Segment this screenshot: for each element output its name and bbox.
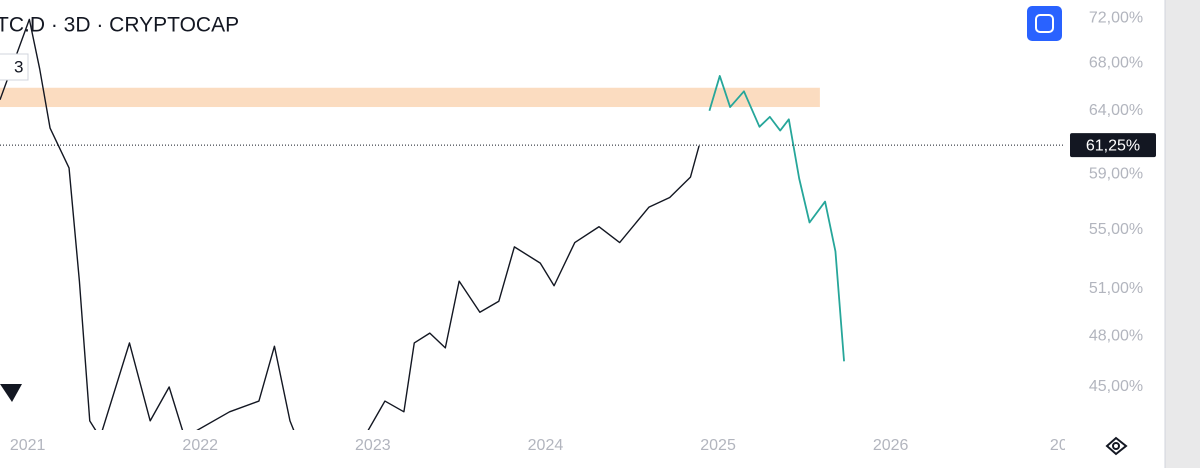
button-icon xyxy=(1035,14,1054,33)
series-line xyxy=(708,75,845,362)
logo xyxy=(0,384,22,402)
y-tick-label: 55,00% xyxy=(1089,221,1143,238)
zone xyxy=(0,87,820,108)
x-tick-label: 2023 xyxy=(355,437,391,454)
indicator: 3 xyxy=(14,57,23,76)
y-tick-label: 48,00% xyxy=(1089,328,1143,345)
x-tick-label: 2024 xyxy=(528,437,564,454)
y-tick-label: 59,00% xyxy=(1089,166,1143,183)
price-label: 61,25% xyxy=(1086,137,1140,154)
plot xyxy=(0,18,845,430)
y-tick-label: 64,00% xyxy=(1089,102,1143,119)
x-tick-label: 2022 xyxy=(182,437,218,454)
x-tick-label: 202 xyxy=(1050,437,1077,454)
x-axis: 2021 2022 2023 2024 2025 2026 202 xyxy=(10,437,1077,454)
indicator-box xyxy=(0,53,29,81)
series-line xyxy=(0,18,700,430)
y-tick-label: 45,00% xyxy=(1089,378,1143,395)
fullscreen-button[interactable] xyxy=(1027,6,1062,41)
y-tick-label: 72,00% xyxy=(1089,10,1143,27)
chart-title: TC.D · 3D · CRYPTOCAP xyxy=(0,14,239,37)
x-tick-label: 2025 xyxy=(700,437,736,454)
y-tick-label: 68,00% xyxy=(1089,54,1143,71)
y-tick-label: 51,00% xyxy=(1089,280,1143,297)
settings-dot xyxy=(1112,442,1120,450)
x-tick-label: 2021 xyxy=(10,437,46,454)
settings-icon[interactable] xyxy=(1105,436,1128,456)
x-tick-label: 2026 xyxy=(873,437,909,454)
side-strip xyxy=(1165,0,1200,468)
price-label-bg xyxy=(1070,133,1156,158)
